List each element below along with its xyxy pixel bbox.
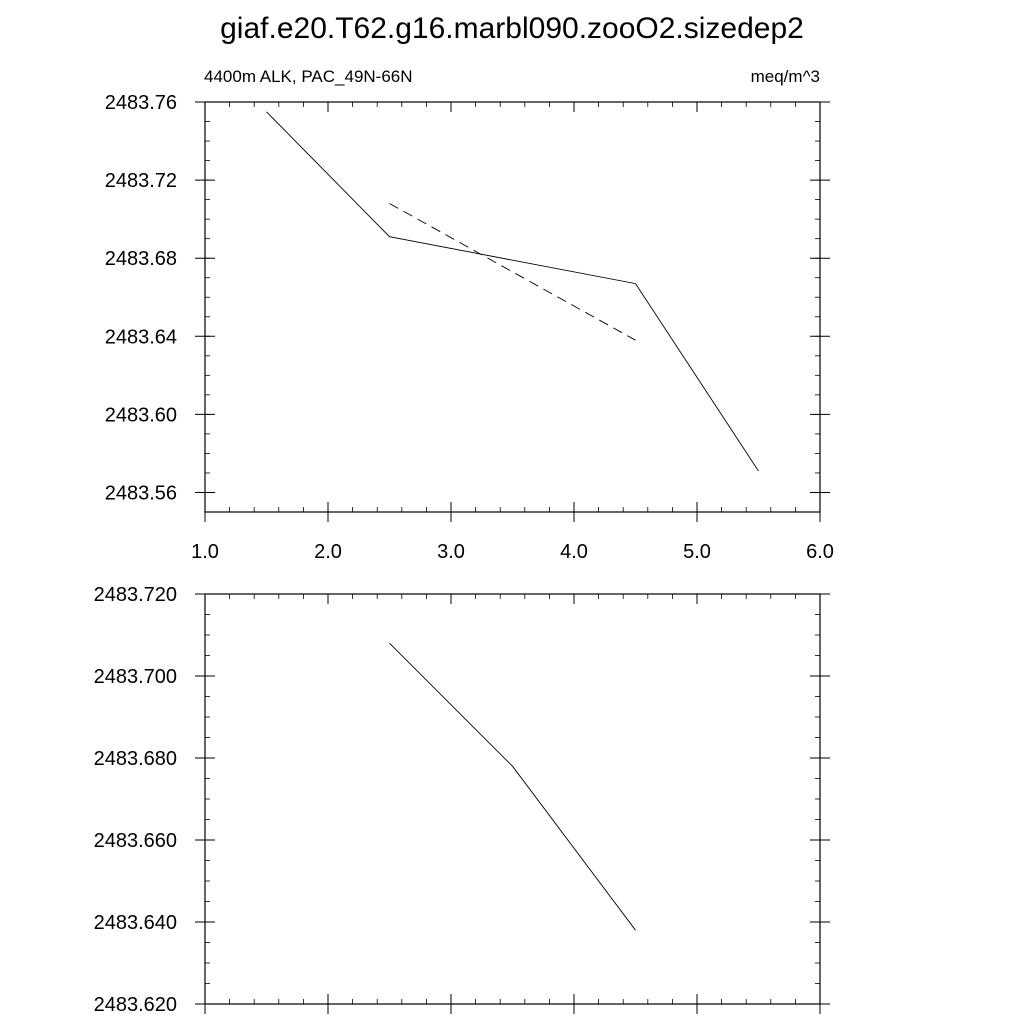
figure-title: giaf.e20.T62.g16.marbl090.zooO2.sizedep2 (220, 12, 804, 45)
y-tick-label: 2483.680 (94, 748, 177, 770)
x-tick-label: 6.0 (806, 541, 834, 563)
series-lines (389, 642, 636, 931)
y-tick-label: 2483.640 (94, 912, 177, 934)
x-tick-label: 2.0 (314, 541, 342, 563)
y-tick-label: 2483.620 (94, 994, 177, 1016)
axes: 2483.620 2483.640 2483.660 2483.680 2483.700… (94, 584, 830, 1016)
plot-frame (204, 101, 821, 513)
y-tick-label: 2483.64 (105, 326, 177, 348)
axes: 1.0 2.0 3.0 4.0 5.0 6.0 2483.56 2483.60 2483.64 2… (105, 92, 834, 563)
panel-units-label: meq/m^3 (751, 67, 820, 86)
panel-left-label: 4400m ALK, PAC_49N-66N (204, 67, 413, 86)
y-tick-label: 2483.720 (94, 584, 177, 606)
plot-frame (204, 593, 821, 1005)
bottom-panel: 2483.620 2483.640 2483.660 2483.680 2483.700… (94, 584, 830, 1016)
y-tick-label: 2483.68 (105, 248, 177, 270)
y-tick-label: 2483.60 (105, 404, 177, 426)
y-tick-label: 2483.72 (105, 170, 177, 192)
series-lines (266, 111, 759, 472)
y-tick-label: 2483.56 (105, 482, 177, 504)
x-tick-label: 5.0 (683, 541, 711, 563)
top-panel: 4400m ALK, PAC_49N-66N meq/m^3 1.0 2.0 3.0… (105, 67, 834, 563)
y-tick-label: 2483.660 (94, 830, 177, 852)
x-tick-label: 3.0 (437, 541, 465, 563)
series-line-1 (389, 642, 636, 931)
y-tick-label: 2483.76 (105, 92, 177, 114)
series-line-1 (266, 111, 759, 472)
series-line-2 (389, 203, 636, 341)
x-tick-label: 4.0 (560, 541, 588, 563)
x-tick-label: 1.0 (191, 541, 219, 563)
y-tick-label: 2483.700 (94, 666, 177, 688)
